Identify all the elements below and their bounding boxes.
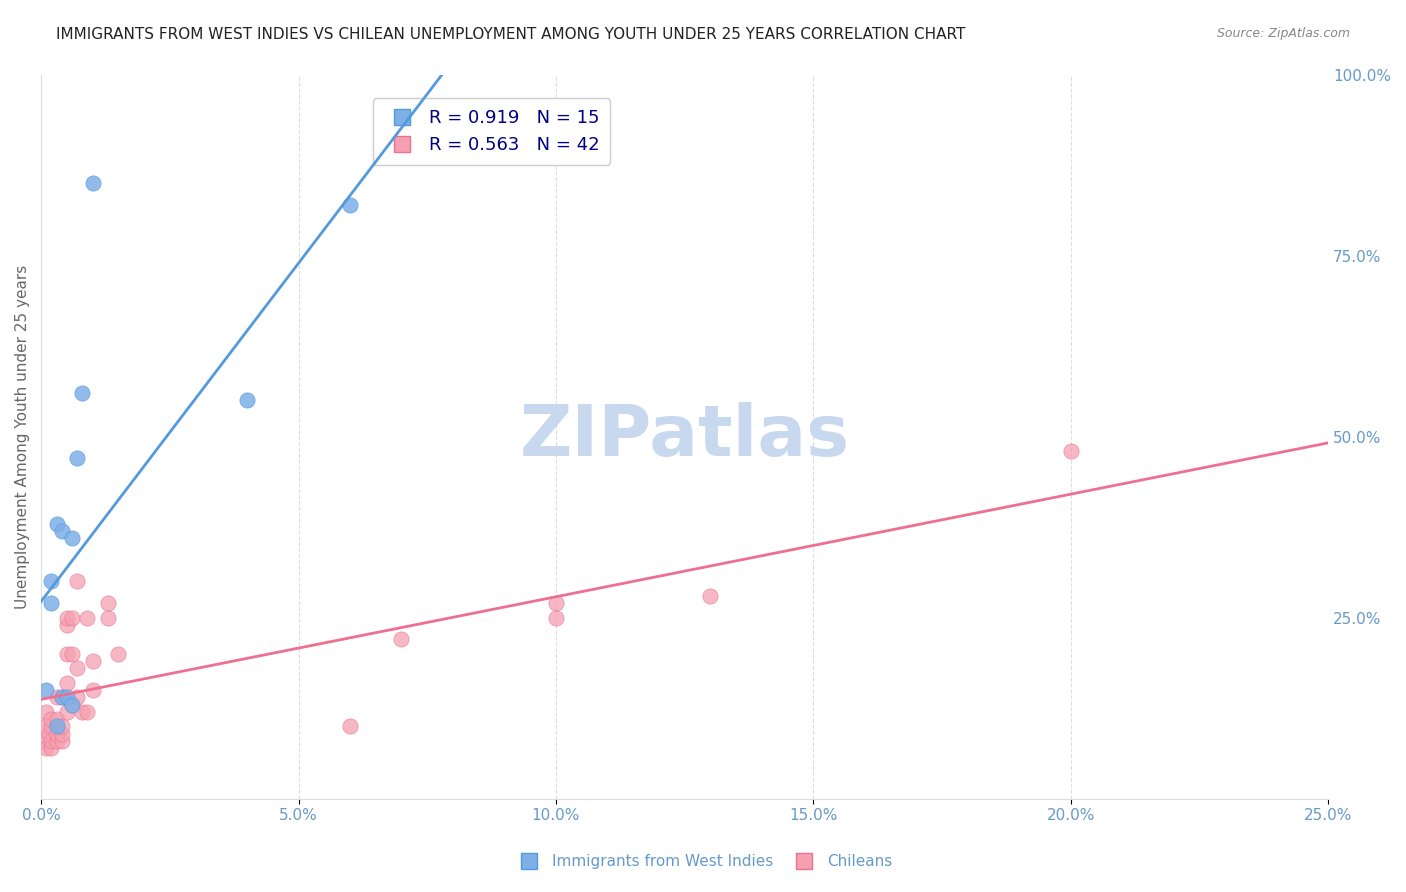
Point [236,393,259,408]
Point [41,574,63,589]
Point [45,712,67,726]
Text: Source: ZipAtlas.com: Source: ZipAtlas.com [1216,27,1350,40]
Point [82,654,104,668]
Point [56,610,79,624]
Point [45,734,67,748]
Text: IMMIGRANTS FROM WEST INDIES VS CHILEAN UNEMPLOYMENT AMONG YOUTH UNDER 25 YEARS C: IMMIGRANTS FROM WEST INDIES VS CHILEAN U… [56,27,966,42]
Point [51,719,73,733]
Point [60,698,83,712]
Text: ZIPatlas: ZIPatlas [520,402,849,471]
Point [56,690,79,705]
Point [82,683,104,698]
Point [66,451,89,466]
Point [35,719,58,733]
Point [60,698,83,712]
Point [56,676,79,690]
Point [45,516,67,531]
Point [60,647,83,661]
Point [32,734,55,748]
Point [51,734,73,748]
Point [60,610,83,624]
Point [51,524,73,538]
Point [544,596,567,610]
Point [107,647,129,661]
Point [97,610,120,624]
Point [41,734,63,748]
Point [35,683,58,698]
Point [72,705,94,719]
Point [41,719,63,733]
Point [339,198,361,212]
Point [35,741,58,756]
Point [51,690,73,705]
Point [339,719,361,733]
Point [66,574,89,589]
Point [38,726,60,740]
Point [51,690,73,705]
Point [97,596,120,610]
Point [51,726,73,740]
Point [544,610,567,624]
Point [60,531,83,545]
Point [45,719,67,733]
Point [41,741,63,756]
Point [41,712,63,726]
Point [391,632,413,647]
Point [56,618,79,632]
Legend: Immigrants from West Indies, Chileans: Immigrants from West Indies, Chileans [508,848,898,875]
Y-axis label: Unemployment Among Youth under 25 years: Unemployment Among Youth under 25 years [15,265,30,608]
Point [56,647,79,661]
Point [45,726,67,740]
Point [41,596,63,610]
Point [45,690,67,705]
Point [35,705,58,719]
Point [76,610,98,624]
Point [66,690,89,705]
Point [82,176,104,190]
Point [56,705,79,719]
Point [76,705,98,719]
Point [1060,444,1083,458]
Legend: R = 0.919   N = 15, R = 0.563   N = 42: R = 0.919 N = 15, R = 0.563 N = 42 [373,98,610,165]
Point [699,589,721,603]
Point [66,661,89,675]
Point [72,386,94,401]
